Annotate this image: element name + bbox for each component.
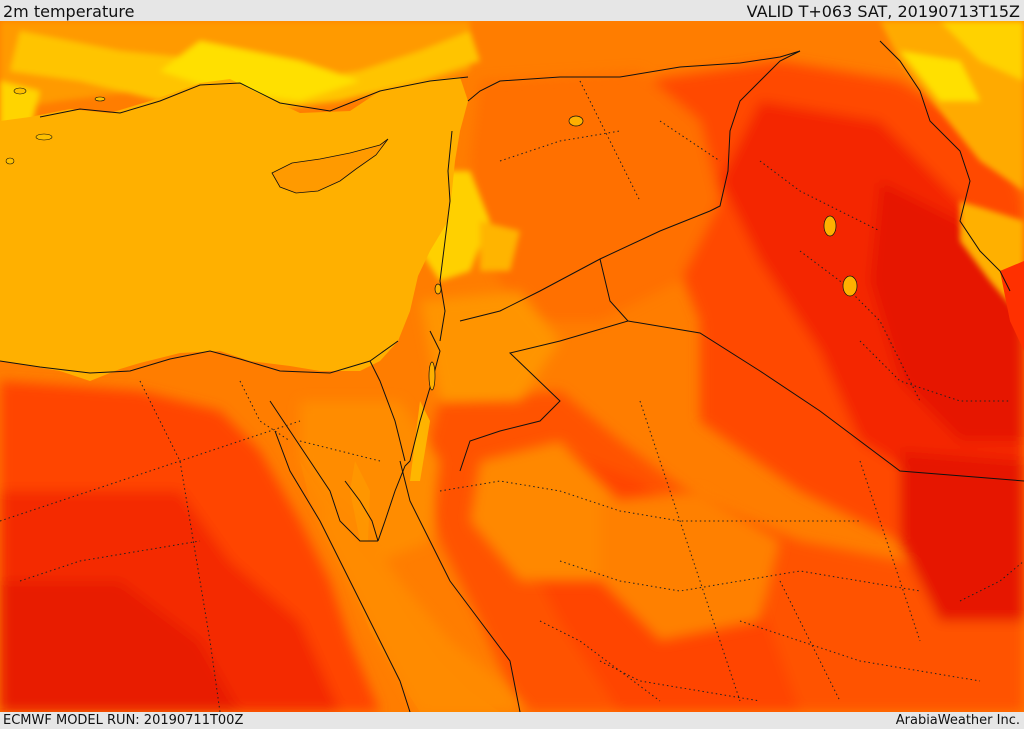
temperature-map	[0, 21, 1024, 712]
cyprus	[271, 138, 389, 194]
valid-time-label: VALID T+063 SAT, 20190713T15Z	[746, 2, 1020, 21]
boundaries-dotted	[0, 80, 1024, 712]
map-title: 2m temperature	[3, 2, 135, 21]
hot-zones	[0, 61, 1024, 712]
map-header: 2m temperature VALID T+063 SAT, 20190713…	[0, 0, 1024, 21]
credit-label: ArabiaWeather Inc.	[895, 713, 1020, 728]
lakes	[428, 115, 858, 391]
model-run-label: ECMWF MODEL RUN: 20190711T00Z	[3, 713, 244, 728]
aegean-islands	[5, 87, 106, 165]
red-sea	[300, 461, 500, 712]
map-footer: ECMWF MODEL RUN: 20190711T00Z ArabiaWeat…	[0, 712, 1024, 729]
boundaries-solid	[0, 40, 1024, 712]
mediterranean-sea	[0, 77, 468, 381]
